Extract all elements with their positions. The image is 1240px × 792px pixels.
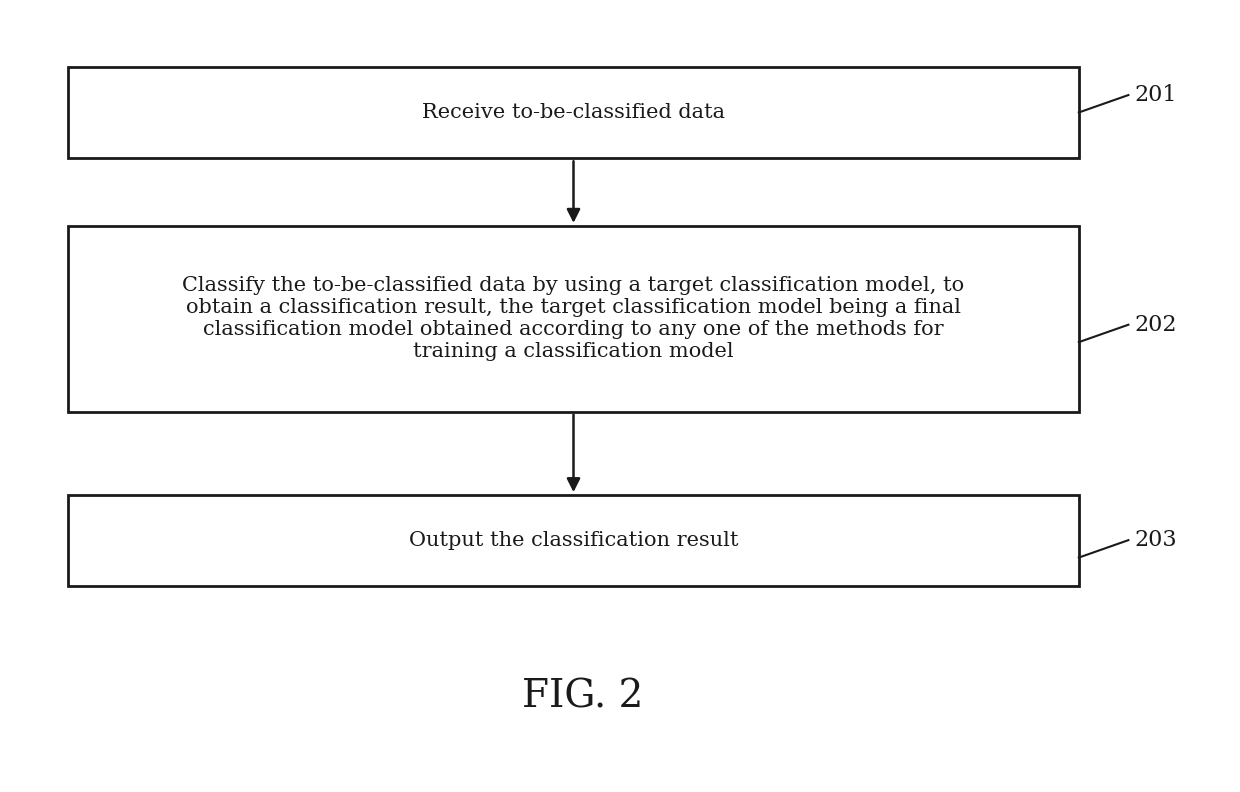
Text: Receive to-be-classified data: Receive to-be-classified data — [422, 104, 725, 122]
Text: 201: 201 — [1135, 84, 1177, 106]
Bar — [68, 67, 1079, 158]
Text: 202: 202 — [1135, 314, 1177, 336]
Text: FIG. 2: FIG. 2 — [522, 679, 644, 715]
Text: 203: 203 — [1135, 529, 1177, 551]
Bar — [68, 226, 1079, 412]
Text: Output the classification result: Output the classification result — [409, 531, 738, 550]
Bar — [68, 495, 1079, 586]
Text: Classify the to-be-classified data by using a target classification model, to
ob: Classify the to-be-classified data by us… — [182, 276, 965, 361]
